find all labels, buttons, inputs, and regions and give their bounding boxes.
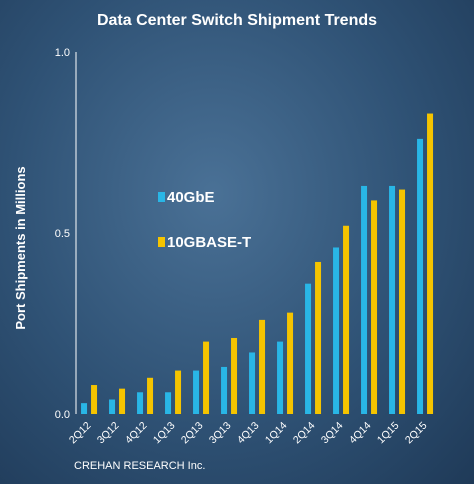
- x-tick-label: 4Q12: [123, 420, 150, 447]
- chart-title: Data Center Switch Shipment Trends: [96, 12, 378, 29]
- x-tick-label: 3Q14: [319, 420, 346, 447]
- x-tick-label: 2Q12: [67, 420, 94, 447]
- legend-swatch-10gbase-t: [158, 237, 165, 247]
- y-tick-labels: 0.0 0.5 1.0: [55, 47, 70, 421]
- x-tick-labels: 2Q12 3Q12 4Q12 1Q13 2Q13 3Q13 4Q13 1Q14 2Q14 3Q14…: [67, 420, 430, 447]
- x-tick-label: 2Q13: [179, 420, 206, 447]
- y-tick-label: 0.0: [55, 409, 70, 421]
- bar-10gbase-t-2q12: [91, 385, 98, 414]
- bar-40gbe-2q12: [81, 403, 88, 414]
- bar-40gbe-4q13: [249, 352, 256, 414]
- source-credit: CREHAN RESEARCH Inc.: [74, 460, 206, 472]
- x-tick-label: 1Q13: [151, 420, 178, 447]
- bar-40gbe-2q15: [417, 138, 424, 414]
- bar-40gbe-1q13: [165, 392, 172, 414]
- bar-10gbase-t-1q14: [287, 312, 294, 414]
- bar-40gbe-2q14: [305, 283, 312, 414]
- x-tick-label: 1Q15: [375, 420, 402, 447]
- x-tick-label: 1Q14: [263, 420, 290, 447]
- y-tick-label: 0.5: [55, 228, 70, 240]
- bar-10gbase-t-4q12: [147, 377, 154, 414]
- x-tick-label: 2Q15: [403, 420, 430, 447]
- x-tick-label: 3Q12: [95, 420, 122, 447]
- bar-40gbe-3q14: [333, 247, 340, 414]
- bar-10gbase-t-1q13: [175, 370, 182, 414]
- y-axis-label: Port Shipments in Millions: [13, 166, 28, 329]
- bar-40gbe-1q14: [277, 341, 284, 414]
- bar-10gbase-t-3q13: [231, 337, 238, 414]
- legend-swatch-40gbe: [158, 192, 165, 202]
- legend-label: 10GBASE-T: [167, 234, 251, 251]
- bar-10gbase-t-2q15: [427, 113, 434, 414]
- x-tick-label: 3Q13: [207, 420, 234, 447]
- bar-group: [81, 113, 434, 414]
- x-tick-label: 4Q14: [347, 420, 374, 447]
- bar-10gbase-t-4q14: [371, 200, 378, 414]
- bar-10gbase-t-1q15: [399, 189, 406, 414]
- x-tick-label: 4Q13: [235, 420, 262, 447]
- bar-40gbe-3q13: [221, 366, 228, 414]
- bar-40gbe-2q13: [193, 370, 200, 414]
- bar-40gbe-4q14: [361, 185, 368, 414]
- y-tick-label: 1.0: [55, 47, 70, 59]
- bar-10gbase-t-2q14: [315, 261, 322, 414]
- bar-40gbe-3q12: [109, 399, 116, 414]
- bar-40gbe-4q12: [137, 392, 144, 414]
- bar-10gbase-t-3q12: [119, 388, 126, 414]
- legend: 40GbE 10GBASE-T: [158, 189, 251, 251]
- bar-40gbe-1q15: [389, 185, 396, 414]
- bar-10gbase-t-2q13: [203, 341, 210, 414]
- bar-10gbase-t-4q13: [259, 319, 266, 414]
- x-tick-label: 2Q14: [291, 420, 318, 447]
- legend-label: 40GbE: [167, 189, 215, 206]
- bar-10gbase-t-3q14: [343, 225, 350, 414]
